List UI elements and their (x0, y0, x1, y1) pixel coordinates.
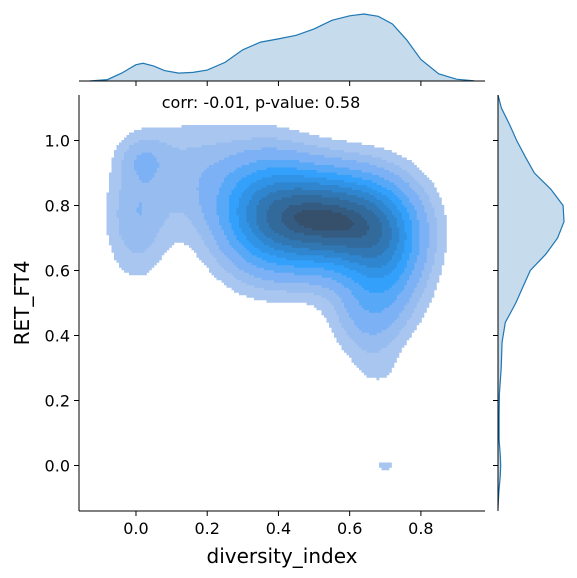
right-marginal-density (497, 94, 565, 511)
x-axis-title: diversity_index (207, 544, 358, 568)
right-marginal-line (497, 94, 565, 508)
y-tick-label: 0.4 (45, 327, 70, 346)
y-tick-label: 0.0 (45, 457, 70, 476)
y-tick-label: 0.6 (45, 262, 70, 281)
top-marginal-density (79, 13, 485, 82)
y-tick-label: 0.2 (45, 392, 70, 411)
x-tick-label: 0.2 (194, 519, 219, 538)
y-tick-label: 0.8 (45, 197, 70, 216)
right-marginal-area (498, 95, 564, 508)
y-axis-ticks: 0.0 0.2 0.4 0.6 0.8 1.0 (45, 132, 498, 476)
x-tick-label: 0.8 (408, 519, 433, 538)
kde-level-11 (294, 210, 355, 231)
x-tick-label: 0.0 (123, 519, 148, 538)
y-tick-label: 1.0 (45, 132, 70, 151)
y-axis-title: RET_FT4 (10, 261, 34, 346)
axes (78, 95, 485, 512)
top-marginal-line (89, 13, 475, 82)
correlation-annotation: corr: -0.01, p-value: 0.58 (162, 93, 361, 112)
top-marginal-area (89, 14, 475, 81)
x-axis-ticks: 0.0 0.2 0.4 0.6 0.8 (123, 81, 434, 538)
kde-contours (106, 125, 447, 471)
x-tick-label: 0.4 (266, 519, 291, 538)
x-tick-label: 0.6 (337, 519, 362, 538)
